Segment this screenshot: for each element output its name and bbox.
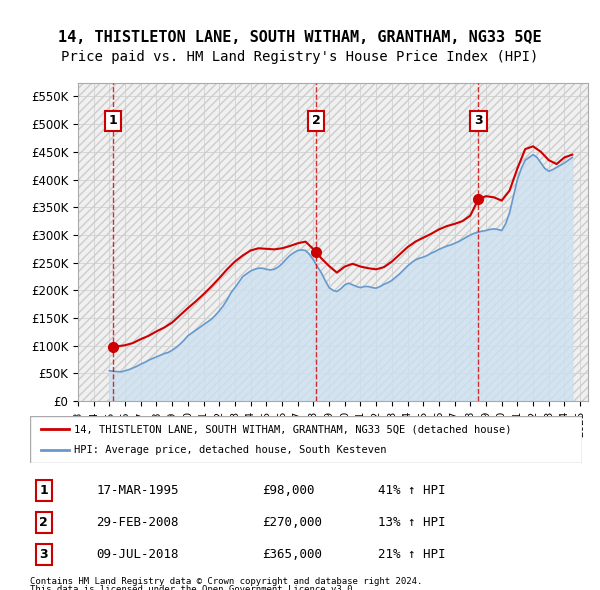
- Text: 09-JUL-2018: 09-JUL-2018: [96, 548, 179, 561]
- Text: 1: 1: [109, 114, 117, 127]
- Text: 1: 1: [40, 484, 48, 497]
- Text: Price paid vs. HM Land Registry's House Price Index (HPI): Price paid vs. HM Land Registry's House …: [61, 50, 539, 64]
- Text: £98,000: £98,000: [262, 484, 314, 497]
- Text: 29-FEB-2008: 29-FEB-2008: [96, 516, 179, 529]
- Text: HPI: Average price, detached house, South Kesteven: HPI: Average price, detached house, Sout…: [74, 445, 386, 455]
- Text: 21% ↑ HPI: 21% ↑ HPI: [378, 548, 445, 561]
- Text: 13% ↑ HPI: 13% ↑ HPI: [378, 516, 445, 529]
- Text: 2: 2: [40, 516, 48, 529]
- Text: 3: 3: [40, 548, 48, 561]
- Text: £270,000: £270,000: [262, 516, 322, 529]
- Text: 2: 2: [311, 114, 320, 127]
- Bar: [78, 83, 588, 401]
- Text: 14, THISTLETON LANE, SOUTH WITHAM, GRANTHAM, NG33 5QE (detached house): 14, THISTLETON LANE, SOUTH WITHAM, GRANT…: [74, 424, 512, 434]
- Text: 17-MAR-1995: 17-MAR-1995: [96, 484, 179, 497]
- Text: 41% ↑ HPI: 41% ↑ HPI: [378, 484, 445, 497]
- Text: This data is licensed under the Open Government Licence v3.0.: This data is licensed under the Open Gov…: [30, 585, 358, 590]
- Text: 14, THISTLETON LANE, SOUTH WITHAM, GRANTHAM, NG33 5QE: 14, THISTLETON LANE, SOUTH WITHAM, GRANT…: [58, 30, 542, 44]
- Text: £365,000: £365,000: [262, 548, 322, 561]
- Text: Contains HM Land Registry data © Crown copyright and database right 2024.: Contains HM Land Registry data © Crown c…: [30, 577, 422, 586]
- Text: 3: 3: [474, 114, 483, 127]
